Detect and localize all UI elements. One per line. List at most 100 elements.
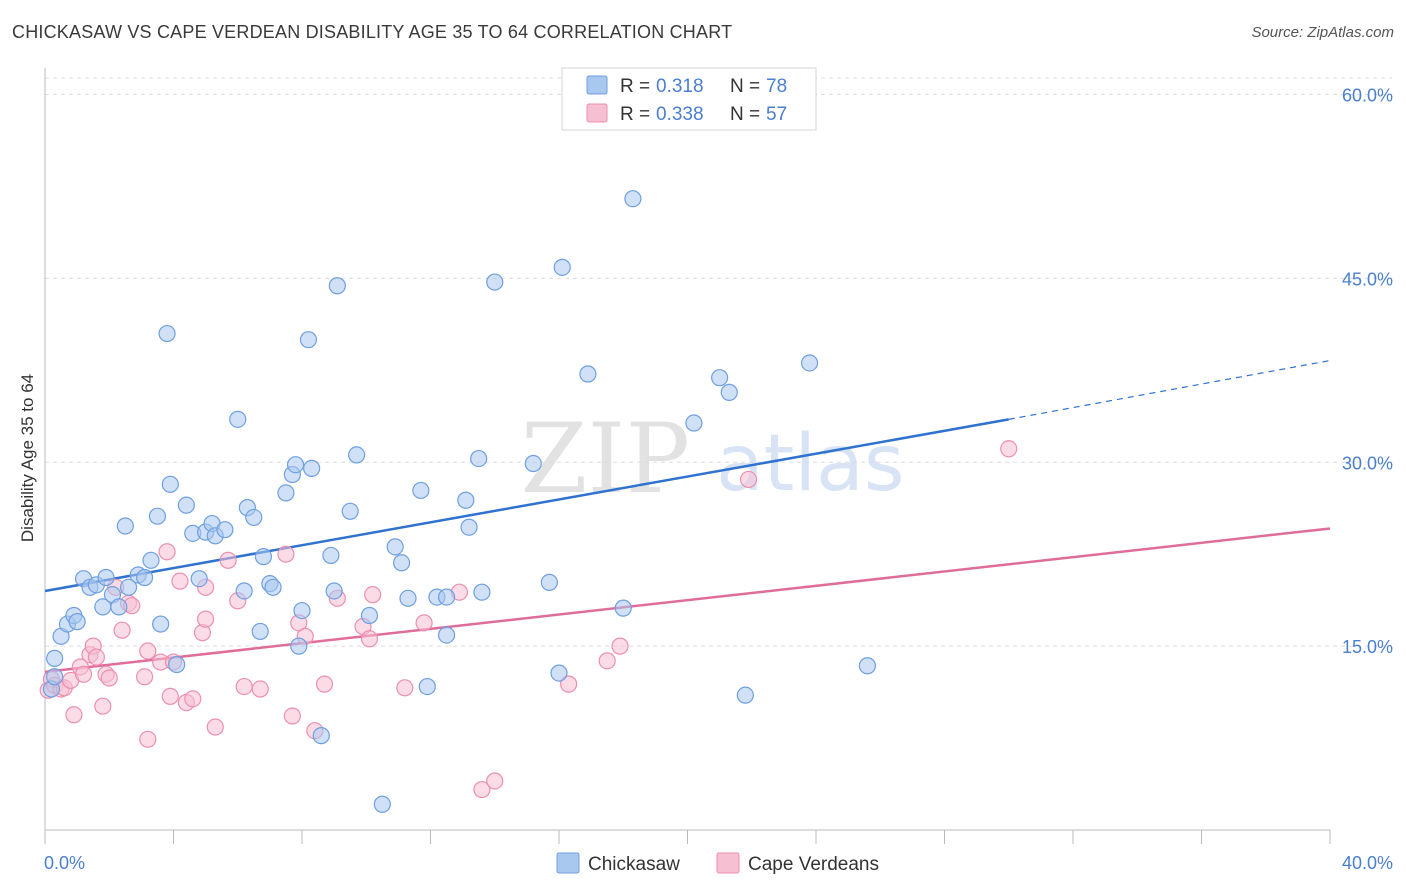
chickasaw-point-79 xyxy=(858,657,877,675)
chickasaw-point-72 xyxy=(614,599,632,617)
cape-verdeans-point-52 xyxy=(560,675,578,693)
x-tick-label-max: 40.0% xyxy=(1342,853,1393,873)
chickasaw-trend-line xyxy=(44,418,1009,593)
legend-r-label-chickasaw: R = xyxy=(620,76,650,97)
chickasaw-point-32 xyxy=(235,582,253,600)
chickasaw-point-17 xyxy=(135,568,154,587)
chickasaw-point-38 xyxy=(264,578,282,596)
chickasaw-point-50 xyxy=(341,502,359,520)
cape-verdeans-point-50 xyxy=(473,780,491,799)
chickasaw-point-19 xyxy=(148,507,167,525)
chickasaw-point-1 xyxy=(46,668,64,686)
chickasaw-point-57 xyxy=(412,481,430,500)
chickasaw-point-36 xyxy=(254,548,273,566)
cape-verdeans-point-21 xyxy=(139,730,157,748)
chickasaw-point-61 xyxy=(437,588,456,606)
cape-verdeans-point-8 xyxy=(74,665,93,683)
cape-verdeans-point-35 xyxy=(235,677,253,696)
chickasaw-point-68 xyxy=(540,573,558,591)
chickasaw-points xyxy=(42,190,877,813)
chickasaw-point-30 xyxy=(216,521,234,539)
cape-verdeans-points xyxy=(39,440,1018,799)
chickasaw-point-52 xyxy=(360,606,379,625)
chickasaw-point-73 xyxy=(624,190,642,208)
cape-verdeans-point-20 xyxy=(139,642,157,660)
cape-verdeans-point-23 xyxy=(158,543,176,561)
chart-title: CHICKASAW VS CAPE VERDEAN DISABILITY AGE… xyxy=(12,22,733,42)
legend-swatch-cape-verdeans xyxy=(586,103,608,123)
y-tick-label-30: 30.0% xyxy=(1342,453,1393,473)
cape-verdeans-point-19 xyxy=(135,668,154,686)
chickasaw-point-26 xyxy=(190,570,208,588)
legend-swatch-chickasaw xyxy=(586,75,608,95)
chickasaw-point-55 xyxy=(392,554,411,572)
chickasaw-point-15 xyxy=(116,517,134,535)
cape-verdeans-trend-line xyxy=(44,527,1331,674)
y-tick-label-15: 15.0% xyxy=(1342,637,1393,657)
chickasaw-point-47 xyxy=(322,546,340,565)
gridlines xyxy=(45,77,1392,647)
chickasaw-point-11 xyxy=(97,568,115,587)
cape-verdeans-point-53 xyxy=(598,652,616,670)
legend-r-value-chickasaw: 0.318 xyxy=(656,76,704,97)
bottom-legend-swatch-chickasaw xyxy=(556,852,580,874)
y-tick-labels: 15.0% 30.0% 45.0% 60.0% xyxy=(1342,86,1393,658)
cape-verdeans-point-11 xyxy=(87,648,106,666)
cape-verdeans-point-30 xyxy=(197,610,215,628)
legend-n-label-chickasaw: N = xyxy=(730,76,760,97)
chickasaw-point-67 xyxy=(524,454,542,473)
chickasaw-point-46 xyxy=(312,727,330,745)
y-tick-label-45: 45.0% xyxy=(1342,269,1393,289)
legend-n-value-chickasaw: 78 xyxy=(766,76,787,97)
legend-n-label-cape-verdeans: N = xyxy=(730,104,760,125)
cape-verdeans-point-48 xyxy=(415,614,433,632)
cape-verdeans-point-24 xyxy=(161,687,179,705)
chickasaw-point-74 xyxy=(685,414,703,432)
chickasaw-trend-extension xyxy=(1008,359,1331,420)
chickasaw-point-23 xyxy=(168,655,186,674)
chickasaw-point-49 xyxy=(328,277,346,295)
chickasaw-point-22 xyxy=(161,475,179,493)
cape-verdeans-point-32 xyxy=(206,718,224,736)
chickasaw-point-69 xyxy=(550,664,568,682)
chickasaw-point-70 xyxy=(553,258,571,276)
chickasaw-point-24 xyxy=(177,496,195,514)
legend-n-value-cape-verdeans: 57 xyxy=(766,104,787,125)
chickasaw-point-54 xyxy=(386,538,404,556)
cape-verdeans-point-38 xyxy=(283,707,301,725)
bottom-legend-swatch-cape-verdeans xyxy=(716,852,740,874)
cape-verdeans-point-36 xyxy=(251,680,269,698)
x-tick-labels: 0.0% 40.0% xyxy=(44,853,1393,873)
chickasaw-point-6 xyxy=(68,613,86,631)
bottom-legend: Chickasaw Cape Verdeans xyxy=(556,852,879,875)
cape-verdeans-point-14 xyxy=(100,669,118,687)
chickasaw-point-71 xyxy=(579,365,597,383)
chickasaw-point-65 xyxy=(473,583,491,601)
chickasaw-point-34 xyxy=(245,508,263,527)
cape-verdeans-point-6 xyxy=(65,706,83,724)
cape-verdeans-point-12 xyxy=(94,697,112,715)
cape-verdeans-point-54 xyxy=(611,637,629,655)
chickasaw-point-76 xyxy=(720,383,738,401)
chickasaw-point-53 xyxy=(373,795,391,813)
chickasaw-point-35 xyxy=(251,622,269,641)
chickasaw-point-77 xyxy=(736,686,754,704)
chickasaw-point-75 xyxy=(711,369,729,387)
chickasaw-point-44 xyxy=(299,331,318,349)
chickasaw-point-45 xyxy=(303,459,321,477)
chickasaw-point-42 xyxy=(290,637,308,655)
cape-verdeans-point-28 xyxy=(184,690,202,708)
bottom-legend-label-chickasaw: Chickasaw xyxy=(588,854,680,875)
cape-verdeans-point-55 xyxy=(739,470,758,489)
legend: R = 0.318 N = 78 R = 0.338 N = 57 xyxy=(561,67,817,131)
y-tick-label-60: 60.0% xyxy=(1342,86,1393,106)
legend-r-label-cape-verdeans: R = xyxy=(620,104,650,125)
chickasaw-point-20 xyxy=(152,615,170,633)
chickasaw-point-58 xyxy=(418,677,436,696)
chickasaw-point-13 xyxy=(110,598,128,616)
cape-verdeans-point-26 xyxy=(171,572,189,590)
chickasaw-point-48 xyxy=(325,582,343,600)
cape-verdeans-point-16 xyxy=(113,621,131,639)
cape-verdeans-point-46 xyxy=(364,586,382,604)
legend-r-value-cape-verdeans: 0.338 xyxy=(656,104,704,125)
